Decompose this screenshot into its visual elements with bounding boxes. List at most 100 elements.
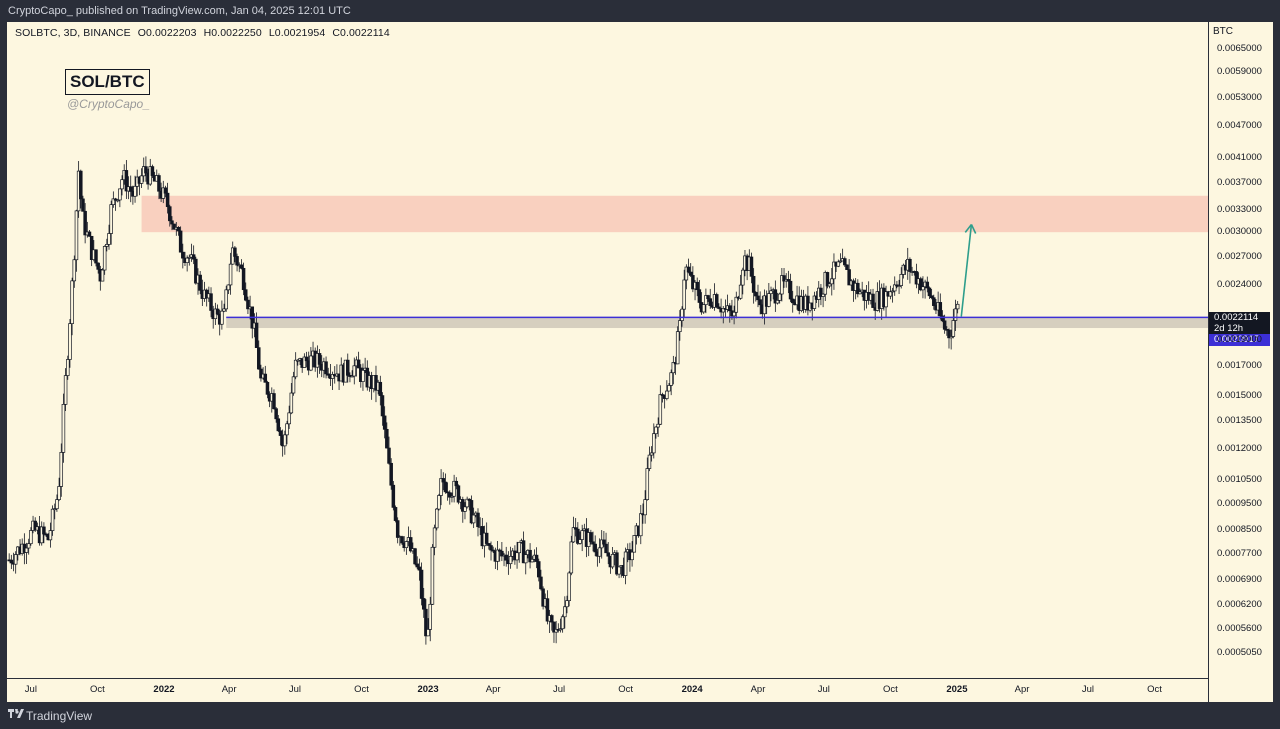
candle: [437, 493, 441, 511]
candle: [246, 296, 250, 314]
candle: [346, 353, 350, 383]
price-tick-label: 0.0012000: [1217, 442, 1262, 454]
price-tick-label: 0.0024000: [1217, 278, 1262, 290]
candle: [558, 618, 563, 633]
candle: [39, 521, 44, 546]
candle: [686, 258, 691, 274]
candle: [272, 389, 276, 410]
time-tick-label: Oct: [1147, 684, 1162, 695]
candle: [326, 367, 330, 379]
candle: [382, 406, 387, 439]
candle: [471, 507, 476, 529]
target-arrow[interactable]: [960, 223, 977, 317]
candle: [66, 355, 70, 380]
candle: [665, 380, 669, 401]
candle: [597, 538, 602, 564]
candle: [678, 310, 682, 341]
candle: [497, 548, 502, 562]
candle: [534, 547, 539, 569]
candle: [254, 312, 259, 348]
candle: [96, 262, 100, 274]
candle: [233, 246, 237, 263]
price-tick-label: 0.0019000: [1217, 334, 1262, 346]
candle: [465, 496, 469, 509]
candle: [539, 569, 543, 591]
candle: [495, 541, 500, 571]
tradingview-brand[interactable]: TradingView: [26, 709, 93, 723]
watermark-handle: @CryptoCapo_: [67, 97, 150, 111]
candle: [884, 285, 888, 318]
candle: [61, 393, 66, 463]
candle: [176, 226, 181, 236]
candle: [821, 293, 825, 308]
candle: [170, 216, 174, 231]
candle: [124, 160, 129, 199]
price-tick-label: 0.0005600: [1217, 622, 1262, 634]
time-axis[interactable]: Jul Oct 2022 Apr Jul Oct 2023 Apr Jul Oct 2024 Apr J…: [7, 679, 1208, 702]
candle: [706, 294, 710, 302]
currency-label: BTC: [1213, 26, 1233, 37]
candle: [589, 529, 593, 545]
candle: [754, 291, 758, 302]
candle: [554, 620, 558, 644]
candle: [788, 273, 793, 303]
symbol-info[interactable]: SOLBTC, 3D, BINANCE: [15, 27, 131, 39]
candle: [385, 422, 389, 449]
candle: [591, 531, 595, 552]
time-tick-label: Oct: [354, 684, 369, 695]
chart-frame: SOLBTC, 3D, BINANCE O0.0022203 H0.002225…: [7, 22, 1273, 702]
price-tick-label: 0.0053000: [1217, 91, 1262, 103]
candle: [565, 595, 569, 614]
candle: [721, 305, 726, 324]
candle: [680, 306, 684, 327]
watermark-title: SOL/BTC: [65, 69, 150, 95]
candle: [819, 284, 823, 306]
candle: [756, 284, 760, 308]
price-chart[interactable]: [7, 22, 1208, 678]
price-tick-label: 0.0005050: [1217, 647, 1262, 659]
candle: [59, 443, 64, 497]
candle: [70, 277, 74, 336]
candle: [107, 224, 111, 250]
candle: [415, 556, 419, 570]
candle: [9, 554, 14, 570]
candle: [667, 382, 671, 392]
candle: [658, 385, 663, 426]
candle: [550, 614, 554, 631]
candle: [708, 288, 712, 309]
candle: [417, 558, 422, 581]
candle: [812, 291, 817, 312]
candle: [576, 522, 580, 546]
candle: [324, 356, 328, 379]
time-tick-label: Apr: [750, 684, 766, 695]
candle: [63, 368, 68, 411]
candle: [806, 286, 810, 316]
candle: [921, 276, 925, 299]
candle: [953, 299, 958, 332]
price-axis[interactable]: BTC 0.0022114 2d 12h 0.0020917 0.0065000…: [1209, 22, 1273, 702]
price-tick-label: 0.0017000: [1217, 360, 1262, 372]
candle: [408, 530, 413, 553]
candle: [250, 306, 255, 339]
candle: [919, 276, 923, 292]
candle: [938, 293, 943, 320]
candle: [194, 256, 198, 285]
candle: [695, 277, 699, 297]
candle: [26, 538, 31, 555]
price-tick-label: 0.0013500: [1217, 414, 1262, 426]
candle: [786, 270, 791, 294]
candle: [552, 621, 556, 643]
price-tick-label: 0.0030000: [1217, 226, 1262, 238]
candle: [276, 414, 281, 432]
candle: [387, 436, 391, 465]
candle: [274, 406, 278, 423]
plot-area[interactable]: SOLBTC, 3D, BINANCE O0.0022203 H0.002225…: [7, 22, 1208, 678]
candle: [773, 280, 778, 312]
candle: [215, 304, 220, 316]
candle: [630, 541, 634, 567]
time-tick-label: Apr: [485, 684, 501, 695]
candle: [285, 420, 289, 445]
candle: [187, 254, 192, 266]
candle: [435, 507, 439, 531]
tradingview-logo-icon[interactable]: [8, 709, 24, 721]
